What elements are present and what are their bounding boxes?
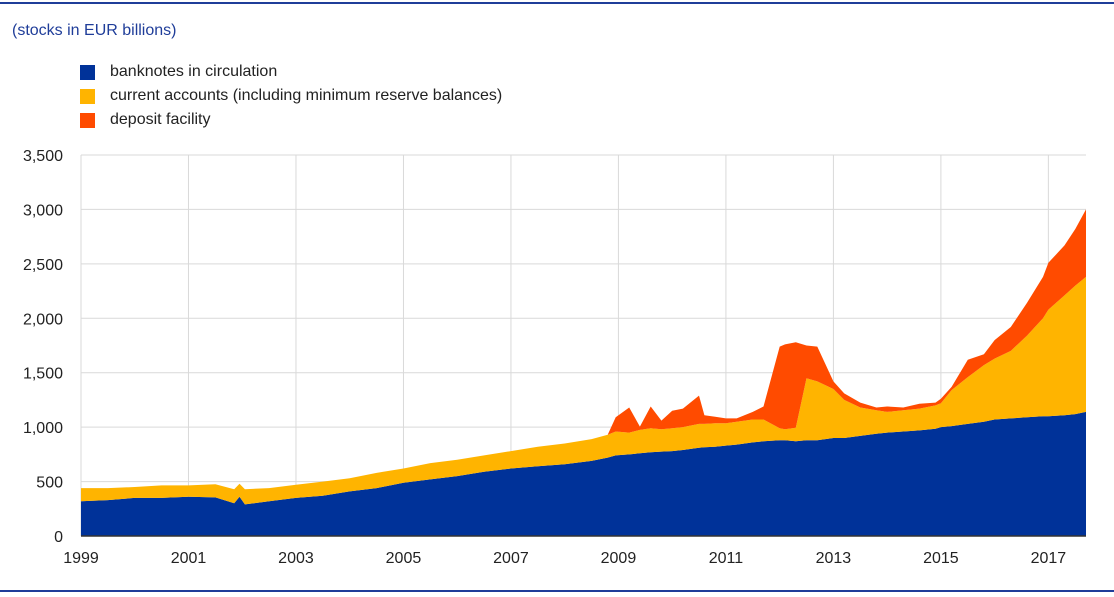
x-tick-label: 2015 bbox=[923, 550, 959, 567]
legend-swatch-banknotes bbox=[80, 64, 95, 80]
y-tick-label: 3,000 bbox=[23, 202, 63, 219]
y-tick-label: 0 bbox=[54, 529, 63, 546]
bottom-rule bbox=[0, 590, 1114, 592]
x-tick-label: 2013 bbox=[816, 550, 852, 567]
x-tick-label: 2003 bbox=[278, 550, 314, 567]
area-current-accounts bbox=[81, 276, 1086, 505]
area-banknotes bbox=[81, 411, 1086, 536]
legend-label-current-accounts: current accounts (including minimum rese… bbox=[110, 87, 503, 104]
y-tick-label: 1,000 bbox=[23, 420, 63, 437]
y-tick-label: 1,500 bbox=[23, 366, 63, 383]
y-tick-label: 2,000 bbox=[23, 311, 63, 328]
y-tick-label: 2,500 bbox=[23, 257, 63, 274]
top-rule bbox=[0, 2, 1114, 4]
x-tick-label: 1999 bbox=[63, 550, 99, 567]
legend-swatch-current-accounts bbox=[80, 88, 95, 104]
x-tick-label: 2009 bbox=[601, 550, 637, 567]
y-tick-label: 500 bbox=[36, 475, 63, 492]
legend-item-current-accounts: current accounts (including minimum rese… bbox=[80, 84, 502, 108]
x-tick-label: 2017 bbox=[1031, 550, 1067, 567]
legend-label-banknotes: banknotes in circulation bbox=[110, 63, 278, 80]
chart-subtitle: (stocks in EUR billions) bbox=[12, 22, 177, 39]
x-tick-label: 2011 bbox=[709, 550, 744, 567]
chart-legend: banknotes in circulation current account… bbox=[80, 60, 502, 132]
x-tick-label: 2007 bbox=[493, 550, 529, 567]
y-tick-label: 3,500 bbox=[23, 148, 63, 165]
x-tick-label: 2001 bbox=[171, 550, 207, 567]
legend-label-deposit-facility: deposit facility bbox=[110, 111, 211, 128]
legend-swatch-deposit-facility bbox=[80, 112, 95, 128]
legend-item-deposit-facility: deposit facility bbox=[80, 108, 502, 132]
legend-item-banknotes: banknotes in circulation bbox=[80, 60, 502, 84]
x-tick-label: 2005 bbox=[386, 550, 422, 567]
